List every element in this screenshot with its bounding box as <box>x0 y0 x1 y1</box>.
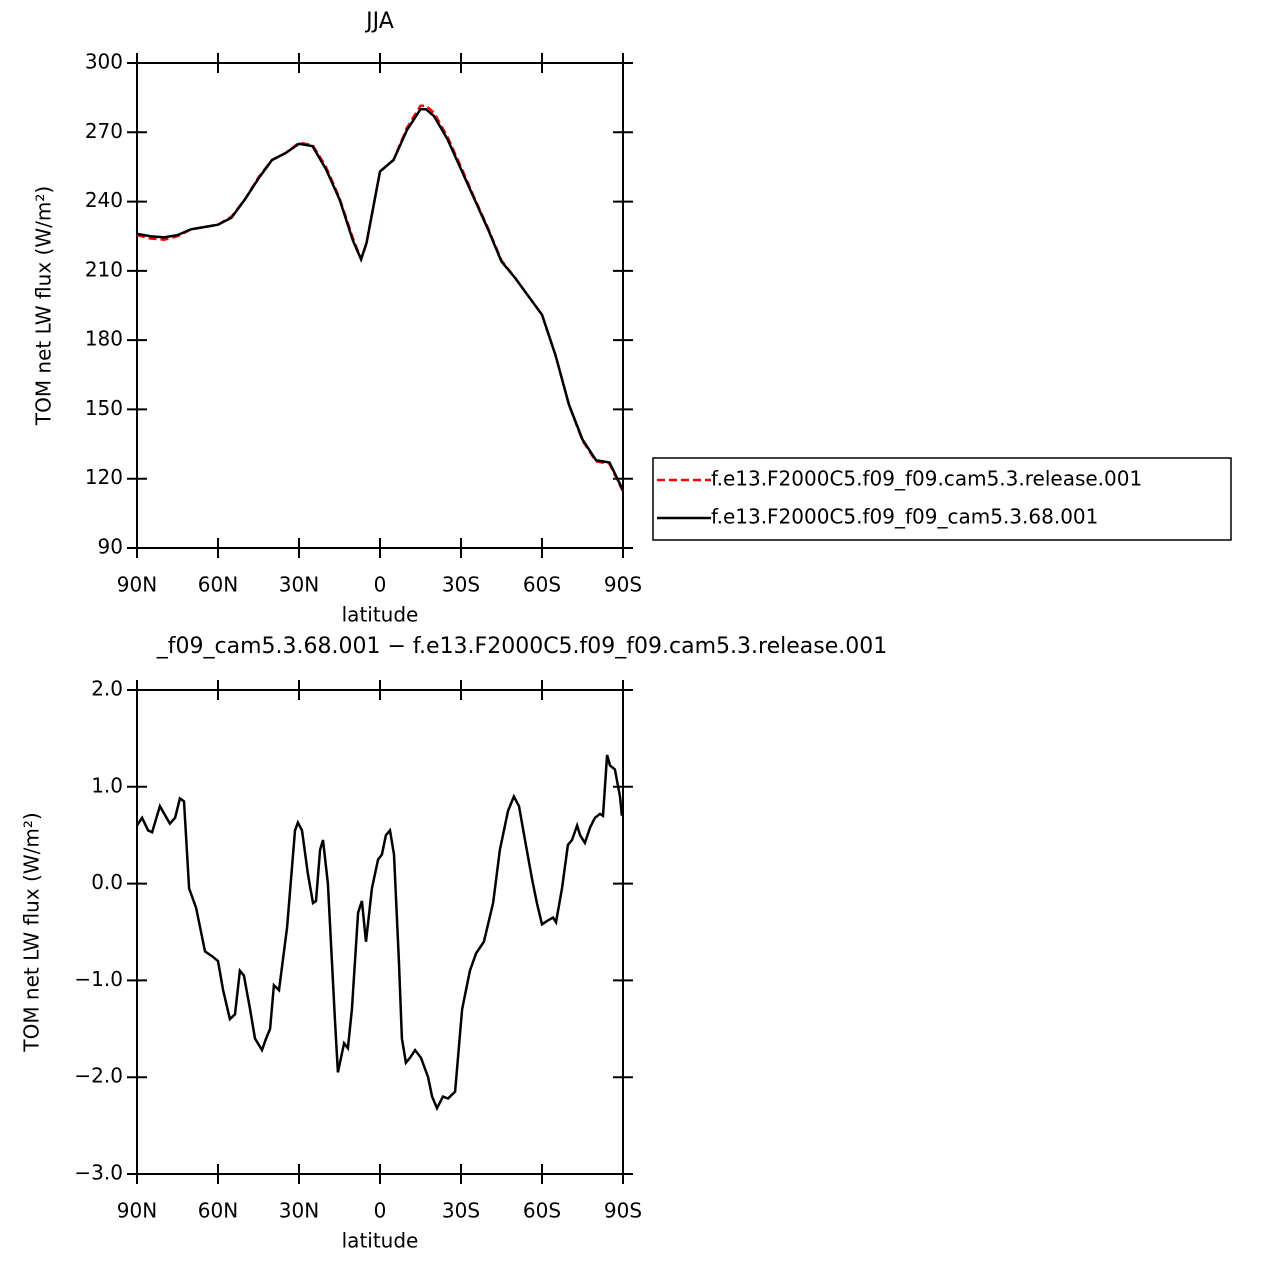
y-tick-label: −2.0 <box>74 1064 123 1088</box>
y-axis-label: TOM net LW flux (W/m²) <box>20 812 44 1052</box>
y-tick-label: −3.0 <box>74 1161 123 1185</box>
x-tick-label: 60S <box>523 1199 561 1223</box>
data-line <box>136 107 625 491</box>
y-tick-label: 90 <box>98 535 123 559</box>
data-line <box>136 104 625 492</box>
y-tick-label: 240 <box>85 188 123 212</box>
x-tick-label: 90S <box>604 1199 642 1223</box>
plot-frame <box>136 62 624 549</box>
legend-box <box>652 457 1232 541</box>
x-tick-label: 90N <box>117 1199 157 1223</box>
chart-title: _f09_cam5.3.68.001 − f.e13.F2000C5.f09_f… <box>156 634 887 659</box>
x-tick-label: 60N <box>198 573 238 597</box>
x-tick-label: 30N <box>279 573 319 597</box>
x-tick-label: 0 <box>374 1199 387 1223</box>
chart-title: JJA <box>364 9 394 34</box>
y-tick-label: 270 <box>85 119 123 143</box>
y-tick-label: 210 <box>85 257 123 281</box>
y-tick-label: 150 <box>85 396 123 420</box>
x-tick-label: 30N <box>279 1199 319 1223</box>
legend-label: f.e13.F2000C5.f09_f09.cam5.3.release.001 <box>711 467 1142 491</box>
x-tick-label: 0 <box>374 573 387 597</box>
legend-label: f.e13.F2000C5.f09_f09_cam5.3.68.001 <box>711 505 1098 529</box>
x-axis-label: latitude <box>342 1229 419 1253</box>
y-tick-label: 300 <box>85 50 123 74</box>
y-tick-label: 1.0 <box>91 773 123 797</box>
y-tick-label: 2.0 <box>91 677 123 701</box>
x-tick-label: 30S <box>442 1199 480 1223</box>
y-tick-label: 120 <box>85 465 123 489</box>
y-tick-label: 180 <box>85 327 123 351</box>
y-tick-label: 0.0 <box>91 870 123 894</box>
x-tick-label: 90S <box>604 573 642 597</box>
x-tick-label: 60S <box>523 573 561 597</box>
y-axis-label: TOM net LW flux (W/m²) <box>32 186 56 426</box>
x-axis-label: latitude <box>342 603 419 627</box>
plot-frame <box>136 689 624 1175</box>
x-tick-label: 30S <box>442 573 480 597</box>
x-tick-label: 60N <box>198 1199 238 1223</box>
y-tick-label: −1.0 <box>74 967 123 991</box>
data-line <box>135 754 624 1112</box>
x-tick-label: 90N <box>117 573 157 597</box>
